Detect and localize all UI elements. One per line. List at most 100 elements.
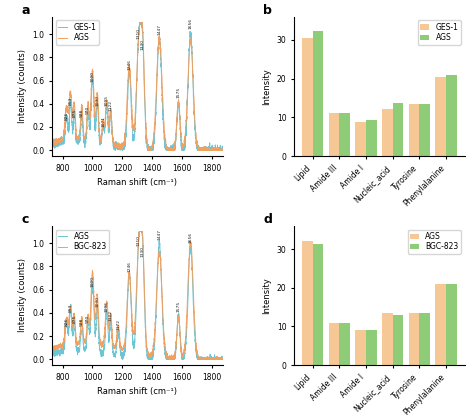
BGC-823 [215,355,220,360]
BGC-823 [220,356,226,361]
Text: 1330: 1330 [141,246,145,257]
Bar [409,104,419,156]
Text: d: d [264,213,273,226]
Text: a: a [21,4,30,17]
Text: 1246: 1246 [128,59,131,70]
Bar [409,313,419,365]
Text: 1000: 1000 [91,71,94,82]
AGS [183,112,189,117]
BGC-823 [58,344,64,349]
Text: 1030: 1030 [95,296,99,307]
Text: 1447: 1447 [157,229,161,240]
GES-1 [49,138,55,143]
Bar [302,241,312,365]
Text: 970: 970 [86,315,90,323]
AGS [132,330,138,335]
AGS [49,139,55,144]
Text: 1575: 1575 [176,87,181,98]
AGS [220,148,226,153]
BGC-823 [49,346,55,351]
Text: 1122: 1122 [109,310,113,321]
Bar [436,284,446,365]
X-axis label: Raman shift (cm⁻¹): Raman shift (cm⁻¹) [97,178,177,187]
AGS [132,116,138,121]
Text: 853: 853 [69,303,73,312]
Bar [446,284,457,365]
Text: 1575: 1575 [176,300,181,312]
Text: 1310: 1310 [137,234,141,246]
AGS [215,356,220,361]
Text: 875: 875 [72,315,76,323]
Text: c: c [21,213,29,226]
GES-1 [113,148,118,153]
Text: 853: 853 [69,97,73,105]
Line: BGC-823: BGC-823 [52,232,223,359]
Y-axis label: Intensity (counts): Intensity (counts) [18,49,27,123]
Legend: GES-1, AGS: GES-1, AGS [418,20,461,44]
Text: 826: 826 [64,317,68,326]
Bar [312,31,323,156]
Y-axis label: Intensity: Intensity [262,68,271,105]
Y-axis label: Intensity (counts): Intensity (counts) [18,259,27,332]
Text: 826: 826 [64,112,68,120]
Bar [366,120,377,156]
Bar [392,103,403,156]
Legend: AGS, BGC-823: AGS, BGC-823 [408,229,461,254]
GES-1 [137,20,143,25]
Text: 1000: 1000 [91,276,94,287]
BGC-823 [215,357,220,362]
AGS [120,357,126,362]
Bar [339,322,350,365]
AGS [183,330,189,335]
AGS [137,229,142,234]
Text: 1172: 1172 [116,319,120,330]
Text: 875: 875 [72,108,76,117]
Text: 1656: 1656 [189,18,192,29]
BGC-823 [183,322,189,327]
Bar [446,75,457,156]
AGS [146,148,152,153]
AGS [58,348,64,353]
Bar [312,244,323,365]
Text: b: b [264,4,273,17]
X-axis label: Raman shift (cm⁻¹): Raman shift (cm⁻¹) [97,387,177,396]
BGC-823 [128,283,133,288]
Bar [339,113,350,156]
AGS [49,351,55,356]
Bar [328,113,339,156]
Text: 1330: 1330 [141,39,145,50]
Text: 1095: 1095 [105,95,109,106]
Bar [356,122,366,156]
BGC-823 [137,229,142,234]
GES-1 [183,120,189,125]
Bar [436,78,446,156]
Text: 1447: 1447 [157,24,161,35]
Line: AGS: AGS [52,22,223,150]
Line: AGS: AGS [52,232,223,359]
Text: 1096: 1096 [105,301,109,312]
Bar [419,313,430,365]
Bar [302,38,312,156]
GES-1 [58,139,64,144]
BGC-823 [166,357,172,362]
Bar [366,330,377,365]
AGS [215,148,220,153]
AGS [215,356,220,361]
BGC-823 [132,321,138,326]
Text: 1030: 1030 [95,95,99,106]
Text: 970: 970 [86,106,90,114]
AGS [137,20,143,25]
Bar [382,313,392,365]
Text: 928: 928 [80,108,84,117]
AGS [128,77,133,82]
Text: 928: 928 [80,317,84,326]
Text: 1310: 1310 [137,28,141,39]
AGS [58,138,64,143]
GES-1 [215,147,220,152]
GES-1 [132,127,138,132]
GES-1 [128,86,133,91]
Bar [392,315,403,365]
Text: 1122: 1122 [109,100,113,111]
Text: 1656: 1656 [189,232,192,243]
AGS [128,290,133,295]
